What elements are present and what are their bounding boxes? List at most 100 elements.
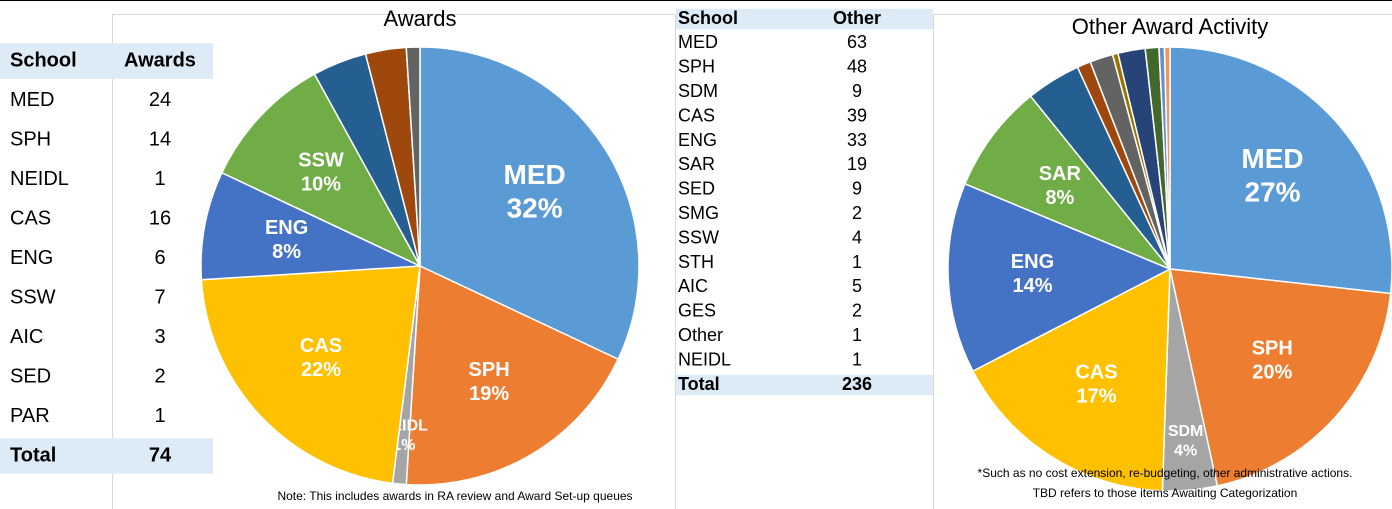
slice-category: CAS (300, 335, 342, 357)
school-cell: STH (678, 252, 714, 272)
chart-note: *Such as no cost extension, re-budgeting… (978, 466, 1353, 480)
school-cell: SSW (10, 286, 56, 308)
header-cell: Other (833, 8, 881, 28)
slice-category: MED (1241, 143, 1303, 174)
pie-slice (971, 267, 1171, 492)
school-cell: SDM (678, 81, 718, 101)
pie-slice (405, 264, 620, 486)
value-cell: 33 (847, 130, 867, 150)
slice-label: 20% (1252, 361, 1292, 383)
slice-label: 14% (1012, 275, 1052, 297)
header-bg (0, 43, 213, 79)
value-cell: 5 (852, 276, 862, 296)
pie-slice (1169, 46, 1392, 295)
slice-category: SDM (1168, 423, 1204, 440)
school-cell: SPH (678, 57, 715, 77)
value-cell: 6 (154, 247, 165, 269)
value-cell: 4 (852, 227, 862, 247)
school-cell: AIC (10, 326, 43, 348)
value-cell: 2 (852, 203, 862, 223)
header-cell: School (678, 8, 738, 28)
value-cell: 9 (852, 179, 862, 199)
total-bg (676, 374, 933, 396)
value-cell: 7 (154, 286, 165, 308)
school-cell: SSW (678, 227, 719, 247)
school-cell: SED (10, 365, 51, 387)
school-cell: GES (678, 301, 716, 321)
value-cell: 16 (149, 207, 171, 229)
header-cell: Awards (124, 49, 196, 71)
slice-label: 27% (1245, 176, 1301, 207)
pie-slice (419, 46, 640, 361)
school-cell: CAS (678, 105, 715, 125)
school-cell: MED (678, 32, 718, 52)
value-cell: 19 (847, 154, 867, 174)
value-cell: 1 (852, 349, 862, 369)
value-cell: 3 (154, 326, 165, 348)
slice-category: SSW (298, 149, 344, 171)
value-cell: 14 (149, 128, 171, 150)
pie-slice (964, 95, 1171, 270)
school-cell: NEIDL (678, 349, 731, 369)
chart-note: Note: This includes awards in RA review … (277, 489, 632, 503)
slice-label: 4% (1174, 442, 1197, 459)
slice-label: 8% (1045, 187, 1074, 209)
slice-category: SPH (469, 359, 510, 381)
school-cell: ENG (678, 130, 717, 150)
school-cell: MED (10, 89, 54, 111)
slice-label: 8% (272, 241, 301, 263)
slice-category: SPH (1252, 337, 1293, 359)
school-cell: SPH (10, 128, 51, 150)
total-cell: Total (678, 374, 720, 394)
pie-slice (200, 171, 421, 281)
value-cell: 2 (154, 365, 165, 387)
pie-slice (1169, 268, 1392, 487)
total-bg (0, 438, 213, 474)
value-cell: 39 (847, 105, 867, 125)
slice-label: 22% (301, 359, 341, 381)
value-cell: 63 (847, 32, 867, 52)
slice-category: SAR (1039, 163, 1082, 185)
value-cell: 1 (852, 325, 862, 345)
chart-note: TBD refers to those items Awaiting Categ… (1033, 486, 1298, 500)
school-cell: ENG (10, 247, 53, 269)
chart-title: Awards (384, 6, 457, 31)
school-cell: CAS (10, 207, 51, 229)
total-cell: Total (10, 444, 56, 466)
value-cell: 1 (852, 252, 862, 272)
header-bg (676, 8, 933, 30)
chart-title: Other Award Activity (1072, 14, 1268, 39)
school-cell: AIC (678, 276, 708, 296)
header-cell: School (10, 49, 77, 71)
pie-slice (1163, 46, 1171, 270)
pie-slice (220, 73, 422, 268)
total-cell: 74 (149, 444, 172, 466)
pie-slice (200, 265, 421, 485)
chart-frame (933, 14, 1392, 509)
school-cell: SED (678, 179, 715, 199)
school-cell: SAR (678, 154, 715, 174)
slice-category: MED (504, 159, 566, 190)
slice-category: ENG (265, 217, 308, 239)
value-cell: 1 (154, 168, 165, 190)
slice-category: CAS (1075, 362, 1117, 384)
chart-frame (112, 14, 676, 509)
value-cell: 2 (852, 301, 862, 321)
slice-category: ENG (1011, 251, 1054, 273)
pie-slice (405, 46, 421, 267)
slice-label: 32% (507, 192, 563, 223)
total-cell: 236 (842, 374, 872, 394)
school-cell: PAR (10, 405, 50, 427)
slice-label: 17% (1076, 386, 1116, 408)
value-cell: 9 (852, 81, 862, 101)
value-cell: 24 (149, 89, 171, 111)
school-cell: SMG (678, 203, 719, 223)
school-cell: Other (678, 325, 723, 345)
value-cell: 48 (847, 57, 867, 77)
slice-label: 19% (469, 383, 509, 405)
slice-label: 10% (301, 173, 341, 195)
value-cell: 1 (154, 405, 165, 427)
school-cell: NEIDL (10, 168, 69, 190)
pie-slice (947, 182, 1172, 373)
